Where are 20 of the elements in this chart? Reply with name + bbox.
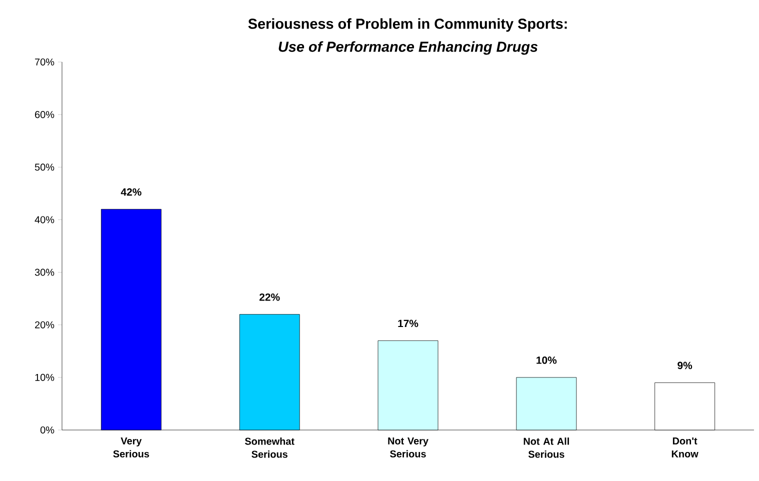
x-tick-label: Not Very Serious: [388, 438, 428, 458]
y-tick-label: 60%: [35, 111, 54, 118]
y-tick-label: 70%: [35, 58, 54, 66]
x-tick-label: Very Serious: [113, 438, 150, 458]
x-tick-label: Not At All Serious: [524, 438, 569, 458]
chart-title: Seriousness of Problem in Community Sports:: [248, 18, 567, 32]
y-tick-label: 10%: [35, 374, 54, 381]
y-tick-label: 20%: [35, 321, 54, 328]
y-tick-label: 40%: [34, 216, 54, 224]
data-label: 22%: [259, 293, 280, 301]
data-label: 17%: [398, 320, 418, 328]
x-tick-label: Somewhat Serious: [244, 438, 294, 458]
data-label: 10%: [536, 356, 557, 364]
chart-subtitle: Use of Performance Enhancing Drugs: [278, 41, 538, 55]
y-tick-label: 0%: [40, 426, 54, 434]
data-label: 9%: [678, 362, 692, 370]
y-tick-label: 30%: [34, 268, 54, 276]
y-tick-label: 50%: [34, 164, 54, 171]
x-tick-label: Don't Know: [672, 438, 698, 458]
data-label: 42%: [120, 188, 142, 196]
